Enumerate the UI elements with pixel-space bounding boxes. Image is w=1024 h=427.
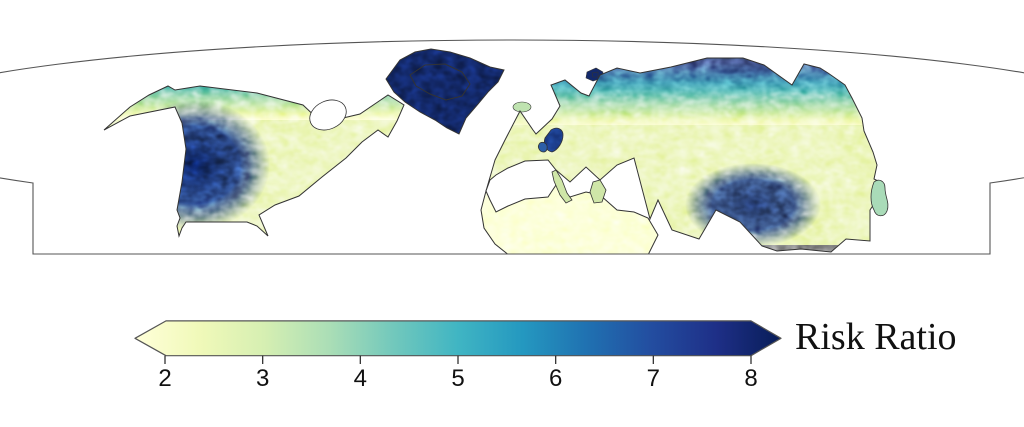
svg-text:Risk Ratio: Risk Ratio xyxy=(795,316,957,358)
svg-text:2: 2 xyxy=(158,365,171,392)
svg-text:5: 5 xyxy=(451,365,464,392)
svg-text:7: 7 xyxy=(647,365,660,392)
svg-text:3: 3 xyxy=(256,365,269,392)
svg-text:4: 4 xyxy=(354,365,367,392)
svg-text:8: 8 xyxy=(744,365,757,392)
svg-text:6: 6 xyxy=(549,365,562,392)
